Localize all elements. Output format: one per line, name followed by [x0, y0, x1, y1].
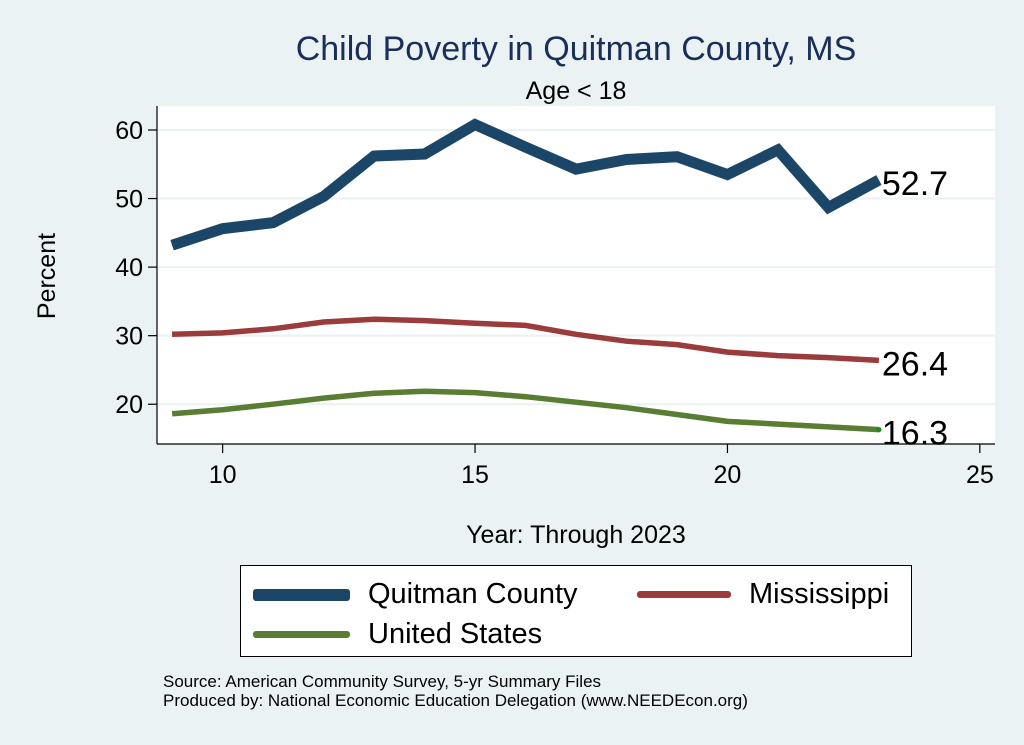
- series-line-quitman-county: [170, 118, 882, 251]
- source-line: Source: American Community Survey, 5-yr …: [163, 672, 602, 691]
- legend-item-quitman-county: Quitman County: [253, 578, 578, 611]
- x-axis-label: Year: Through 2023: [466, 521, 686, 549]
- end-label-mississippi: 26.4: [882, 345, 948, 383]
- plot-area: [157, 106, 995, 444]
- x-tick-label: 25: [966, 461, 994, 489]
- chart-subtitle: Age < 18: [526, 77, 627, 105]
- source-note: Source: American Community Survey, 5-yr …: [163, 672, 748, 710]
- legend-label: Mississippi: [749, 578, 890, 610]
- x-tick-label: 20: [714, 461, 742, 489]
- end-point-marker: [876, 427, 882, 433]
- end-label-united-states: 16.3: [882, 415, 948, 453]
- axes: 20 30 40 50 60 10 15 20 25: [115, 106, 995, 489]
- legend-swatch-united-states: [253, 631, 350, 638]
- legend-label: United States: [368, 618, 543, 650]
- legend-swatch-mississippi: [637, 591, 731, 598]
- y-tick-label: 60: [115, 117, 143, 145]
- y-tick-label: 30: [115, 323, 143, 351]
- legend-item-mississippi: Mississippi: [637, 578, 889, 611]
- y-tick-label: 40: [115, 254, 143, 282]
- producer-line: Produced by: National Economic Education…: [163, 691, 748, 710]
- x-tick-label: 15: [461, 461, 489, 489]
- legend-label: Quitman County: [368, 578, 578, 610]
- end-labels: 52.7 26.4 16.3: [876, 165, 948, 453]
- x-tick-label: 10: [209, 461, 237, 489]
- chart-title: Child Poverty in Quitman County, MS: [296, 30, 857, 68]
- legend-swatch-quitman-county: [253, 588, 350, 601]
- y-tick-label: 20: [115, 391, 143, 419]
- y-tick-label: 50: [115, 186, 143, 214]
- series-line-united-states: [171, 388, 880, 433]
- end-label-quitman-county: 52.7: [882, 165, 948, 203]
- y-axis-label: Percent: [33, 233, 61, 319]
- series-lines: [170, 118, 882, 433]
- legend-item-united-states: United States: [253, 618, 542, 651]
- series-line-mississippi: [172, 316, 880, 364]
- legend: Quitman County Mississippi United States: [240, 565, 912, 657]
